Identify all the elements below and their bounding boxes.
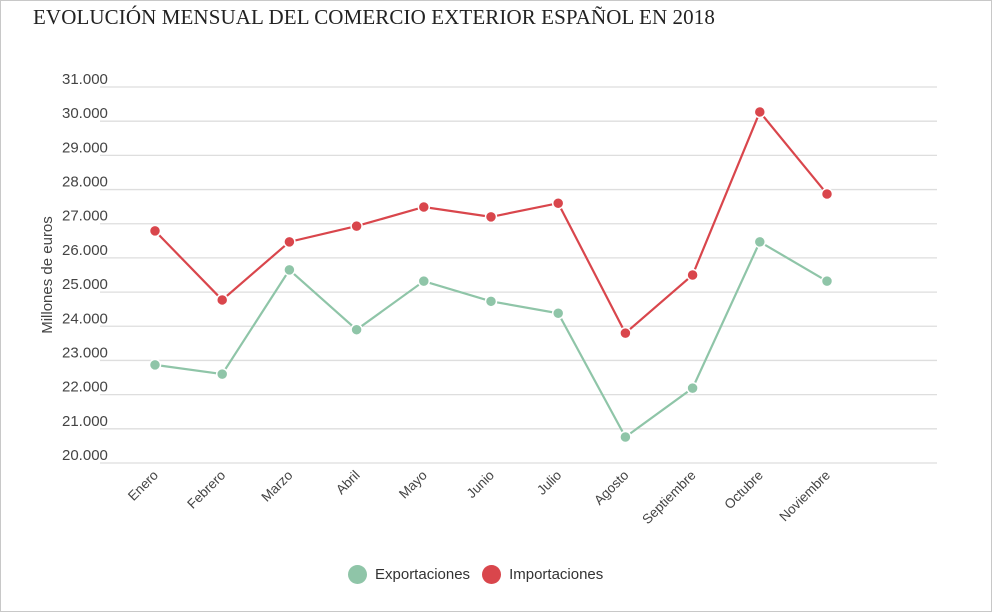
y-tick-label: 26.000 (62, 242, 108, 259)
legend-swatch (482, 565, 502, 584)
data-point (484, 210, 498, 224)
y-tick-label: 20.000 (62, 447, 108, 464)
data-point (686, 381, 699, 395)
y-tick-label: 28.000 (62, 174, 108, 191)
x-tick-label: Julio (534, 468, 564, 498)
y-axis-label: Millones de euros (39, 216, 56, 334)
data-point (753, 105, 767, 119)
y-tick-label: 24.000 (62, 310, 108, 327)
data-point (215, 293, 229, 307)
data-point (484, 295, 498, 308)
x-tick-label: Febrero (184, 468, 228, 512)
x-axis-ticks: Enero Febrero Marzo Abril Mayo Junio Julio Agos… (125, 468, 833, 527)
legend-item-exportaciones[interactable]: Exportaciones (348, 565, 470, 584)
legend: Exportaciones Importaciones (348, 565, 615, 584)
legend-label: Exportaciones (375, 566, 471, 583)
data-point (350, 219, 363, 233)
x-tick-label: Agosto (591, 468, 631, 508)
chart-title: EVOLUCIÓN MENSUAL DEL COMERCIO EXTERIOR … (33, 5, 715, 29)
x-tick-label: Junio (464, 468, 497, 501)
data-point (350, 323, 363, 336)
legend-item-importaciones[interactable]: Importaciones (482, 565, 603, 584)
x-tick-label: Octubre (721, 468, 766, 513)
grid-lines (100, 86, 937, 464)
data-point (619, 326, 632, 340)
data-point (417, 200, 431, 214)
legend-swatch (348, 565, 367, 584)
data-point (283, 235, 296, 249)
x-tick-label: Noviembre (776, 468, 833, 525)
data-point (283, 263, 296, 277)
data-point (619, 430, 632, 444)
x-tick-label: Abril (333, 468, 363, 498)
data-point (417, 274, 431, 288)
x-tick-label: Septiembre (639, 468, 698, 527)
data-point (820, 274, 834, 288)
legend-label: Importaciones (509, 566, 604, 583)
data-point (551, 196, 565, 210)
y-tick-label: 27.000 (62, 208, 108, 225)
x-tick-label: Mayo (396, 468, 430, 502)
data-point (148, 358, 162, 372)
y-tick-label: 21.000 (62, 413, 108, 430)
y-tick-label: 29.000 (62, 139, 108, 156)
data-point (820, 187, 834, 201)
y-tick-label: 22.000 (62, 379, 108, 396)
x-tick-label: Marzo (258, 468, 295, 505)
y-tick-label: 23.000 (62, 344, 108, 361)
data-point (686, 268, 699, 282)
data-point (148, 224, 162, 238)
data-point (753, 235, 767, 249)
x-tick-label: Enero (125, 468, 161, 504)
y-tick-label: 25.000 (62, 276, 108, 293)
y-tick-label: 31.000 (62, 71, 108, 88)
data-point (551, 307, 565, 320)
y-axis-ticks: 20.000 21.000 22.000 23.000 24.000 25.000 26.0… (62, 71, 108, 464)
series-layer (148, 105, 834, 444)
data-point (215, 367, 229, 381)
y-tick-label: 30.000 (62, 105, 108, 122)
